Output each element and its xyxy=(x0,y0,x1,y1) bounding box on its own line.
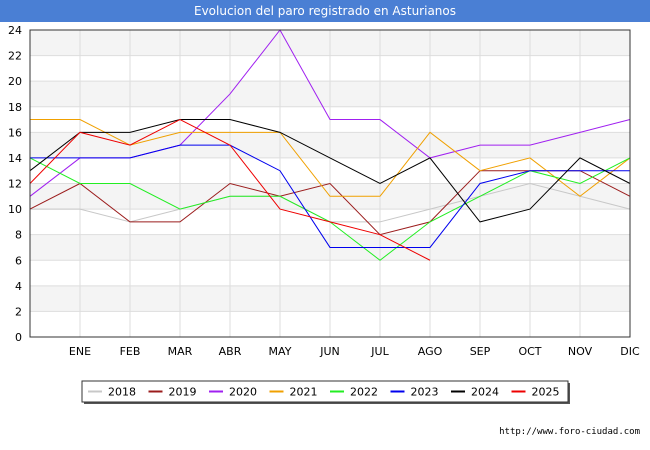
y-tick-label: 0 xyxy=(15,331,22,344)
legend-label-2020: 2020 xyxy=(229,386,257,399)
legend-label-2023: 2023 xyxy=(411,386,439,399)
y-tick-label: 18 xyxy=(8,101,22,114)
y-tick-label: 12 xyxy=(8,178,22,191)
chart-title: Evolucion del paro registrado en Asturia… xyxy=(0,0,650,22)
legend: 2018 2019 2020 2021 2022 2023 2024 2025 xyxy=(81,380,570,404)
x-tick-label: NOV xyxy=(568,345,593,358)
x-tick-label: OCT xyxy=(518,345,541,358)
legend-label-2021: 2021 xyxy=(290,386,318,399)
x-tick-label: DIC xyxy=(620,345,640,358)
plot-frame xyxy=(29,29,631,338)
y-tick-label: 6 xyxy=(15,254,22,267)
y-tick-label: 22 xyxy=(8,50,22,63)
x-tick-label: ABR xyxy=(219,345,242,358)
y-tick-label: 16 xyxy=(8,126,22,139)
legend-label-2019: 2019 xyxy=(169,386,197,399)
y-tick-label: 20 xyxy=(8,75,22,88)
x-tick-label: AGO xyxy=(418,345,443,358)
legend-label-2025: 2025 xyxy=(532,386,560,399)
series-line-2025 xyxy=(29,118,431,261)
y-tick-label: 4 xyxy=(15,280,22,293)
x-tick-label: MAR xyxy=(168,345,193,358)
series-layer xyxy=(29,29,631,261)
legend-label-2022: 2022 xyxy=(350,386,378,399)
x-tick-label: JUL xyxy=(370,345,389,358)
y-tick-label: 14 xyxy=(8,152,22,165)
y-tick-label: 10 xyxy=(8,203,22,216)
x-tick-label: FEB xyxy=(120,345,141,358)
x-tick-label: SEP xyxy=(470,345,491,358)
footer-url[interactable]: http://www.foro-ciudad.com xyxy=(499,427,640,437)
series-line-2023 xyxy=(30,144,630,248)
legend-label-2024: 2024 xyxy=(471,386,499,399)
y-tick-label: 2 xyxy=(15,305,22,318)
x-tick-label: MAY xyxy=(269,345,292,358)
legend-box xyxy=(81,380,569,403)
x-tick-label: ENE xyxy=(69,345,91,358)
series-line-2024 xyxy=(29,119,631,223)
y-tick-label: 8 xyxy=(15,229,22,242)
y-tick-label: 24 xyxy=(8,24,22,37)
x-tick-label: JUN xyxy=(319,345,340,358)
legend-label-2018: 2018 xyxy=(108,386,136,399)
